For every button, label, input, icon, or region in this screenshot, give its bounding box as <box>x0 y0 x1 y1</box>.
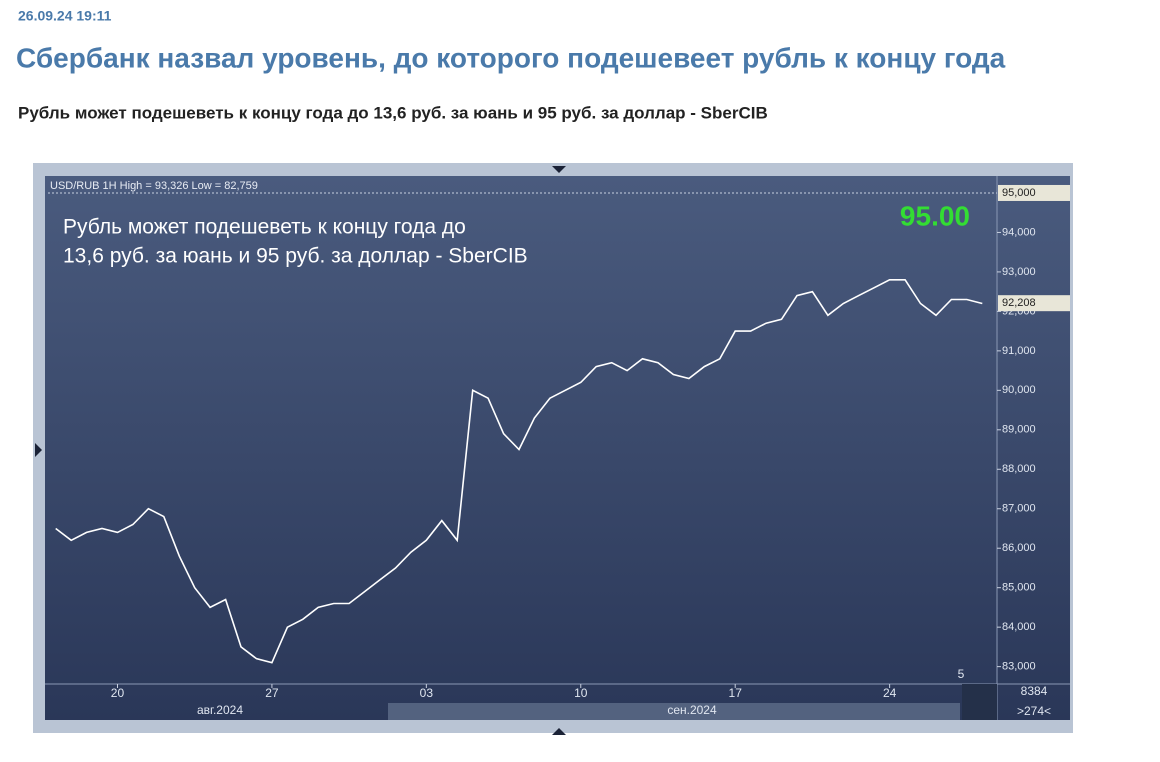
x-tick-label: 17 <box>729 686 743 700</box>
marker-label: 95,000 <box>1002 187 1036 199</box>
price-line <box>55 279 983 664</box>
y-tick-label: 90,000 <box>1002 384 1036 396</box>
corner-box <box>962 684 997 720</box>
annotation: Рубль может подешеветь к концу года до <box>63 216 466 239</box>
month-band <box>388 703 960 720</box>
headline: Сбербанк назвал уровень, до которого под… <box>16 42 1006 73</box>
x-tick-label: 10 <box>574 686 588 700</box>
frame-arrow <box>552 166 566 173</box>
y-tick-label: 83,000 <box>1002 661 1036 673</box>
y-tick-label: 84,000 <box>1002 621 1036 633</box>
month-label: авг.2024 <box>197 703 243 717</box>
annotation: 13,6 руб. за юань и 95 руб. за доллар - … <box>63 245 528 268</box>
month-label: сен.2024 <box>667 703 717 717</box>
y-tick-label: 87,000 <box>1002 503 1036 515</box>
y-tick-label: 91,000 <box>1002 345 1036 357</box>
x-tick-label: 24 <box>883 686 897 700</box>
marker-label: 92,208 <box>1002 297 1036 309</box>
y-tick-label: 85,000 <box>1002 582 1036 594</box>
plot-area <box>45 176 1070 720</box>
marker-box <box>998 184 1070 201</box>
marker-box <box>998 295 1070 312</box>
info-line: USD/RUB 1H High = 93,326 Low = 82,759 <box>50 180 258 192</box>
y-tick-label: 94,000 <box>1002 226 1036 238</box>
corner-text: 5 <box>958 667 965 681</box>
price-label: 95.00 <box>900 200 970 231</box>
frame-arrow <box>552 728 566 735</box>
x-tick-label: 27 <box>265 686 279 700</box>
frame-arrow <box>35 443 42 457</box>
x-tick-label: 20 <box>111 686 125 700</box>
date: 26.09.24 19:11 <box>18 8 112 24</box>
y-tick-label: 93,000 <box>1002 266 1036 278</box>
y-tick-label: 89,000 <box>1002 424 1036 436</box>
corner-text: >274< <box>1017 704 1051 718</box>
y-tick-label: 88,000 <box>1002 463 1036 475</box>
lead: Рубль может подешеветь к концу года до 1… <box>18 103 768 122</box>
y-tick-label: 86,000 <box>1002 542 1036 554</box>
corner-text: 8384 <box>1021 684 1048 698</box>
x-tick-label: 03 <box>420 686 434 700</box>
